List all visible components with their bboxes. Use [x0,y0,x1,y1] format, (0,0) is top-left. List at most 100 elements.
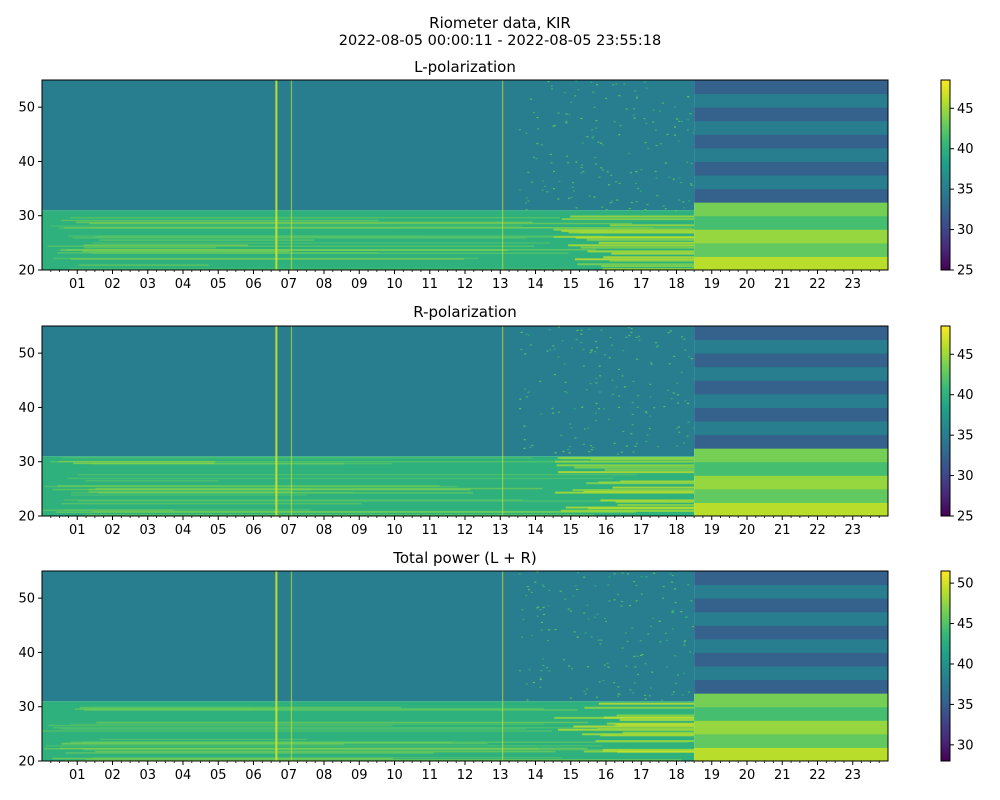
colorbar-tick-label: 25 [957,510,974,525]
heatmap-band [694,421,888,436]
heatmap-speck [554,452,557,454]
heatmap-speck [596,613,599,615]
heatmap-speck [644,142,647,144]
heatmap-speck [671,574,674,577]
heatmap-speck [530,181,533,183]
heatmap-band [694,393,888,408]
heatmap-speck [519,408,522,410]
heatmap-speck [534,581,537,583]
heatmap-speck [580,333,583,335]
heatmap-stripe [554,460,695,463]
heatmap-speck [644,663,647,665]
heatmap-speck [681,336,684,338]
heatmap-spike [502,80,504,270]
heatmap-speck [640,576,643,578]
heatmap-speck [616,695,619,697]
heatmap-stripe [609,224,695,227]
heatmap-speck [550,162,553,164]
heatmap-speck [677,426,680,428]
heatmap-speck [636,358,639,360]
heatmap-speck [590,636,593,638]
heatmap-speck [633,581,636,583]
heatmap-speck [565,155,568,157]
heatmap-speck [528,589,531,591]
panel-title: L-polarization [414,58,516,76]
heatmap-speck [539,686,542,688]
heatmap-stripe [89,227,692,229]
heatmap-speck [671,628,674,630]
heatmap-speck [582,348,585,350]
heatmap-stripe [99,738,307,741]
heatmap-speck [587,666,590,668]
heatmap-speck [572,182,575,184]
heatmap-speck [525,132,528,134]
heatmap-speck [583,428,586,430]
heatmap-stripe [586,238,695,241]
heatmap-speck [675,427,678,430]
heatmap-speck [635,600,638,602]
heatmap-speck [549,349,552,351]
heatmap-speck [692,132,695,134]
x-tick-label: 05 [210,523,227,538]
heatmap-speck [568,445,571,448]
heatmap-speck [602,679,605,682]
heatmap-speck [654,129,657,131]
heatmap-stripe [64,499,523,501]
heatmap-speck [594,412,597,414]
heatmap-speck [657,345,660,347]
x-tick-label: 07 [280,277,297,292]
heatmap-speck [523,439,526,441]
colorbar [940,79,951,271]
heatmap-speck [662,585,665,588]
heatmap-speck [536,116,539,119]
heatmap-speck [640,654,643,657]
heatmap-stripe [601,265,695,268]
heatmap-band [694,229,888,244]
heatmap-speck [564,598,567,600]
heatmap-speck [563,363,566,365]
heatmap-stripe [67,477,614,480]
x-tick-label: 17 [633,768,650,783]
heatmap-speck [654,170,657,173]
heatmap-speck [629,604,632,607]
heatmap-speck [674,126,677,128]
heatmap-speck [552,170,555,173]
heatmap-speck [565,120,568,122]
heatmap-speck [678,431,681,433]
heatmap-stripe [558,471,695,474]
heatmap-speck [680,611,683,613]
heatmap-speck [637,395,640,397]
heatmap-speck [585,389,588,391]
heatmap-speck [684,616,687,618]
heatmap-speck [617,368,620,371]
heatmap-speck [595,347,598,349]
heatmap-speck [567,448,570,451]
heatmap-stripe [603,716,695,719]
heatmap-speck [623,386,626,388]
x-tick-label: 12 [457,523,474,538]
heatmap-speck [540,144,543,146]
heatmap-stripe [70,494,308,496]
heatmap-speck [684,349,687,351]
x-tick-label: 21 [774,277,791,292]
heatmap-speck [625,108,628,110]
heatmap-speck [611,200,614,202]
heatmap-speck [603,408,606,410]
heatmap-speck [522,618,525,621]
heatmap-speck [658,620,661,622]
heatmap-speck [597,408,600,410]
heatmap-speck [539,380,542,383]
heatmap-stripe [99,239,315,241]
x-tick-label: 17 [633,277,650,292]
x-tick-label: 23 [844,768,861,783]
heatmap-speck [634,445,637,447]
heatmap-speck [630,433,633,435]
heatmap-speck [582,365,585,367]
heatmap-speck [529,98,532,100]
heatmap-band [694,638,888,653]
heatmap-speck [524,353,527,355]
heatmap-speck [644,411,647,413]
x-tick-label: 06 [245,523,262,538]
heatmap-speck [649,383,652,386]
heatmap-speck [524,388,527,390]
